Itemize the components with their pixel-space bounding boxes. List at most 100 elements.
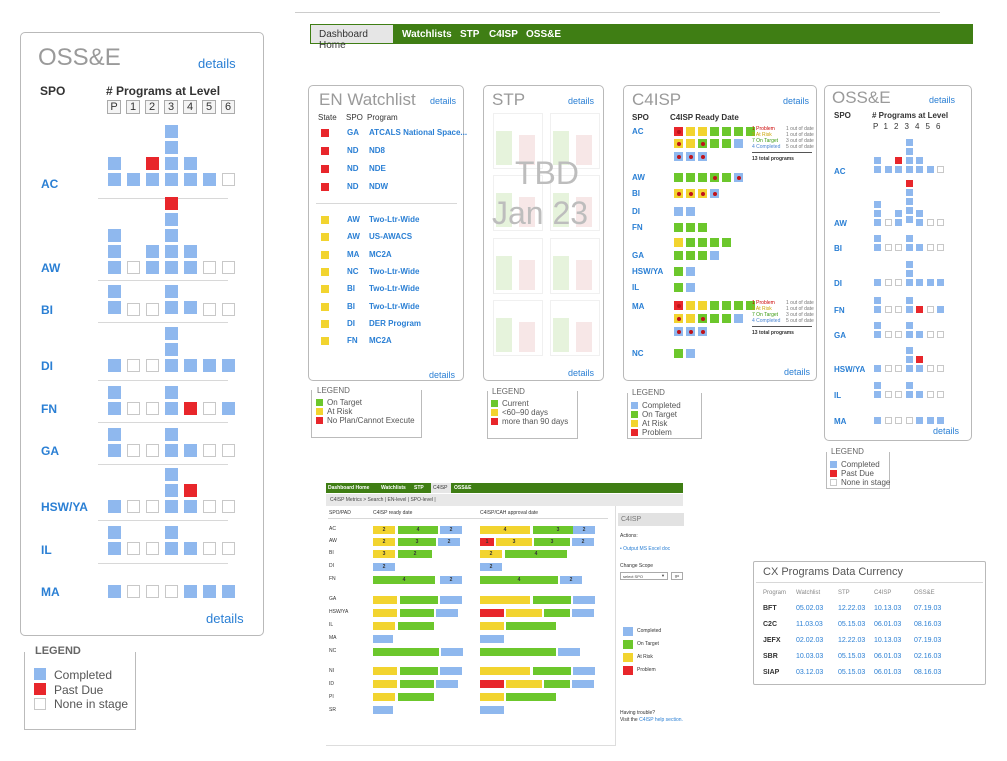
detail-spo-label[interactable]: GA xyxy=(329,596,337,602)
currency-date-link[interactable]: 11.03.03 xyxy=(796,621,823,628)
currency-date-link[interactable]: 07.19.03 xyxy=(914,605,942,612)
currency-date-link[interactable]: 05.15.03 xyxy=(838,669,866,676)
spo-label-ma[interactable]: MA xyxy=(41,585,60,599)
currency-date-link[interactable]: 10.03.03 xyxy=(796,653,824,660)
c4isp-spo-il[interactable]: IL xyxy=(632,283,640,292)
detail-go-button[interactable]: go xyxy=(671,572,683,580)
currency-date-link[interactable]: 02.02.03 xyxy=(796,637,824,644)
tab-c4isp[interactable]: C4ISP xyxy=(489,29,518,40)
small-spo-ma[interactable]: MA xyxy=(834,417,847,426)
watchlist-program-link[interactable]: US-AWACS xyxy=(369,232,413,242)
currency-date-link[interactable]: 05.15.03 xyxy=(838,653,866,660)
c4isp-spo-bi[interactable]: BI xyxy=(632,189,640,198)
c4isp-spo-ma[interactable]: MA xyxy=(632,302,645,311)
detail-spo-label[interactable]: FN xyxy=(329,576,336,582)
detail-tab[interactable]: STP xyxy=(414,485,424,491)
currency-date-link[interactable]: 03.12.03 xyxy=(796,669,824,676)
currency-date-link[interactable]: 06.01.03 xyxy=(874,669,902,676)
currency-date-link[interactable]: 10.13.03 xyxy=(874,637,902,644)
currency-date-link[interactable]: 06.01.03 xyxy=(874,621,902,628)
stp-details-link[interactable]: details xyxy=(568,96,595,106)
detail-spo-label[interactable]: NC xyxy=(329,648,337,654)
spo-label-aw[interactable]: AW xyxy=(41,261,61,275)
level-cell-empty xyxy=(222,500,235,513)
c4isp-spo-ac[interactable]: AC xyxy=(632,127,644,136)
detail-spo-label[interactable]: SR xyxy=(329,707,336,713)
spo-label-fn[interactable]: FN xyxy=(41,402,57,416)
watchlist-program-link[interactable]: Two-Ltr-Wide xyxy=(369,301,420,311)
detail-excel-link[interactable]: • Output MS Excel doc xyxy=(620,546,671,552)
detail-tab[interactable]: OSS&E xyxy=(454,485,472,491)
detail-spo-label[interactable]: DI xyxy=(329,563,334,569)
watchlist-program-link[interactable]: ATCALS National Space... xyxy=(369,128,468,137)
spo-label-di[interactable]: DI xyxy=(41,359,53,373)
currency-date-link[interactable]: 02.16.03 xyxy=(914,653,942,660)
detail-breadcrumb[interactable]: C4ISP Metrics > Search | EN-level | SPO-… xyxy=(326,494,683,506)
watchlist-program-link[interactable]: NDE xyxy=(369,164,386,173)
watchlist-details-link[interactable]: details xyxy=(430,96,457,106)
detail-spo-label[interactable]: PI xyxy=(329,694,334,700)
detail-spo-label[interactable]: BI xyxy=(329,550,334,556)
spo-label-ac[interactable]: AC xyxy=(41,177,59,191)
small-spo-hsw-ya[interactable]: HSW/YA xyxy=(834,365,866,374)
detail-tab[interactable]: Dashboard Home xyxy=(328,485,370,491)
watchlist-program-link[interactable]: Two-Ltr-Wide xyxy=(369,266,420,276)
tab-osse[interactable]: OSS&E xyxy=(526,29,562,40)
c4isp-spo-ga[interactable]: GA xyxy=(632,251,644,260)
stp-details-bottom[interactable]: details xyxy=(568,368,595,378)
currency-date-link[interactable]: 12.22.03 xyxy=(838,637,866,644)
spo-label-il[interactable]: IL xyxy=(41,543,52,557)
small-spo-il[interactable]: IL xyxy=(834,391,842,400)
currency-date-link[interactable]: 06.01.03 xyxy=(874,653,902,660)
watchlist-program-link[interactable]: Two-Ltr-Wide xyxy=(369,215,420,224)
detail-tab[interactable]: C4ISP xyxy=(431,483,451,493)
watchlist-program-link[interactable]: DER Program xyxy=(369,318,422,328)
small-spo-aw[interactable]: AW xyxy=(834,219,847,228)
small-spo-ac[interactable]: AC xyxy=(834,167,846,176)
detail-spo-label[interactable]: AW xyxy=(329,538,337,544)
watchlist-program-link[interactable]: MC2A xyxy=(369,336,392,346)
c4isp-details-link[interactable]: details xyxy=(783,96,810,106)
osse-large-details-bottom[interactable]: details xyxy=(206,611,244,626)
spo-label-hsw-ya[interactable]: HSW/YA xyxy=(41,500,88,514)
currency-date-link[interactable]: 05.02.03 xyxy=(796,605,824,612)
tab-watchlists[interactable]: Watchlists xyxy=(402,29,452,40)
c4isp-spo-fn[interactable]: FN xyxy=(632,223,643,232)
currency-date-link[interactable]: 05.15.03 xyxy=(838,621,866,628)
watchlist-program-link[interactable]: Two-Ltr-Wide xyxy=(369,284,420,294)
detail-spo-label[interactable]: IL xyxy=(329,622,334,628)
detail-spo-label[interactable]: ID xyxy=(329,681,334,687)
currency-date-link[interactable]: 12.22.03 xyxy=(838,605,866,612)
tab-stp[interactable]: STP xyxy=(460,29,480,40)
c4isp-spo-aw[interactable]: AW xyxy=(632,173,645,182)
spo-label-ga[interactable]: GA xyxy=(41,444,59,458)
detail-spo-label[interactable]: MA xyxy=(329,635,337,641)
osse-small-details-bottom[interactable]: details xyxy=(933,426,960,436)
currency-date-link[interactable]: 07.19.03 xyxy=(914,637,942,644)
osse-large-details-link[interactable]: details xyxy=(198,56,236,71)
c4isp-spo-di[interactable]: DI xyxy=(632,207,640,216)
tab-dashboard-home[interactable]: Dashboard Home xyxy=(311,25,393,51)
detail-spo-select[interactable]: select SPO ▼ xyxy=(620,572,668,580)
watchlist-program-link[interactable]: NDW xyxy=(369,182,389,191)
c4isp-spo-nc[interactable]: NC xyxy=(632,349,644,358)
watchlist-program-link[interactable]: MC2A xyxy=(369,249,392,259)
detail-spo-label[interactable]: NI xyxy=(329,668,334,674)
currency-date-link[interactable]: 08.16.03 xyxy=(914,669,942,676)
detail-spo-label[interactable]: AC xyxy=(329,526,336,532)
small-spo-fn[interactable]: FN xyxy=(834,306,845,315)
small-spo-di[interactable]: DI xyxy=(834,279,842,288)
detail-spo-label[interactable]: HSW/YA xyxy=(329,609,349,615)
detail-tab[interactable]: Watchlists xyxy=(381,485,406,491)
osse-small-details-link[interactable]: details xyxy=(929,95,956,105)
watchlist-program-link[interactable]: ND8 xyxy=(369,146,386,155)
small-spo-bi[interactable]: BI xyxy=(834,244,842,253)
watchlist-details-bottom[interactable]: details xyxy=(429,370,456,380)
currency-date-link[interactable]: 08.16.03 xyxy=(914,621,942,628)
detail-help-link[interactable]: C4ISP help section. xyxy=(639,717,683,723)
currency-date-link[interactable]: 10.13.03 xyxy=(874,605,902,612)
c4isp-spo-hsw-ya[interactable]: HSW/YA xyxy=(632,267,664,276)
c4isp-details-bottom[interactable]: details xyxy=(784,367,811,377)
spo-label-bi[interactable]: BI xyxy=(41,303,53,317)
small-spo-ga[interactable]: GA xyxy=(834,331,846,340)
